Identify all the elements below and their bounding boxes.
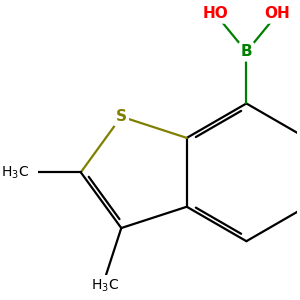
Text: HO: HO	[202, 6, 228, 21]
Text: B: B	[241, 44, 252, 59]
Text: H$_3$C: H$_3$C	[91, 277, 119, 294]
Text: OH: OH	[265, 6, 290, 21]
Text: S: S	[116, 109, 127, 124]
Text: H$_3$C: H$_3$C	[1, 164, 29, 181]
